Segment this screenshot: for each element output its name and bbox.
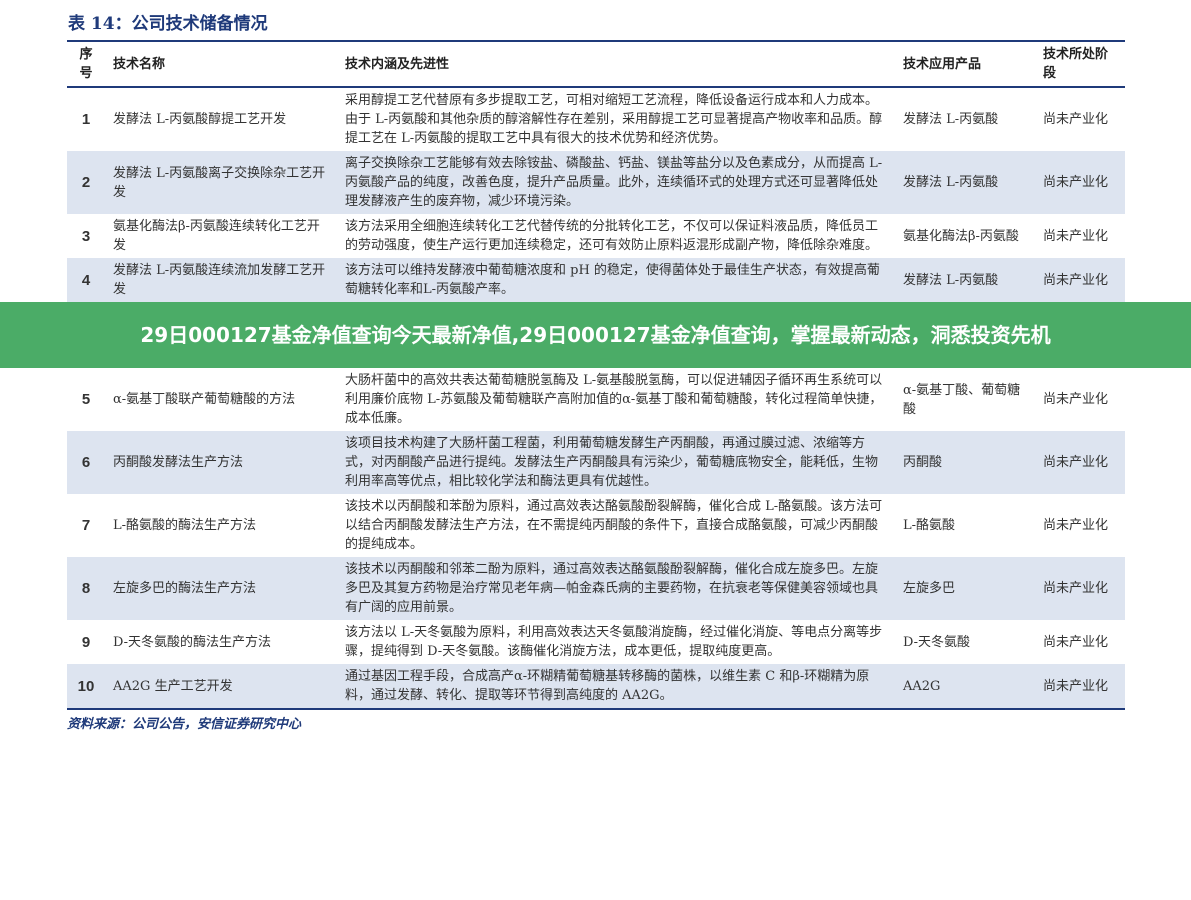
source-note: 资料来源：公司公告，安信证券研究中心 — [67, 717, 302, 732]
header-product: 技术应用产品 — [895, 40, 1035, 88]
tech-description: 该方法采用全细胞连续转化工艺代替传统的分批转化工艺，不仅可以保证料液品质，降低员… — [345, 219, 879, 253]
tech-name: D-天冬氨酸的酶法生产方法 — [113, 634, 272, 650]
tech-stage: 尚未产业化 — [1043, 112, 1109, 127]
tech-stage: 尚未产业化 — [1043, 518, 1109, 533]
tech-stage: 尚未产业化 — [1043, 392, 1109, 407]
tech-stage: 尚未产业化 — [1043, 634, 1109, 650]
tech-description: 该技术以丙酮酸和邻苯二酚为原料，通过高效表达酪氨酸酚裂解酶，催化合成左旋多巴。左… — [337, 557, 895, 620]
table-row: 9 D-天冬氨酸的酶法生产方法 该方法以 L-天冬氨酸为原料，利用高效表达天冬氨酸消… — [67, 620, 1125, 664]
table-wrapper: 序号 技术名称 技术内涵及先进性 技术应用产品 技术所处阶段 1 发酵法 L-丙氨… — [0, 40, 1191, 734]
tech-description: 通过基因工程手段，合成高产α-环糊精葡萄糖基转移酶的菌株，以维生素 C 和β-环… — [337, 664, 895, 710]
tech-name: α-氨基丁酸联产葡萄糖酸的方法 — [113, 392, 296, 407]
tech-product: α-氨基丁酸、葡萄糖酸 — [903, 382, 1021, 417]
table-row: 8 左旋多巴的酶法生产方法 该技术以丙酮酸和邻苯二酚为原料，通过高效表达酪氨酸酚裂解… — [67, 557, 1125, 620]
tech-reserve-table: 序号 技术名称 技术内涵及先进性 技术应用产品 技术所处阶段 1 发酵法 L-丙氨… — [67, 40, 1125, 302]
row-number: 1 — [81, 111, 91, 128]
table-row: 2 发酵法 L-丙氨酸离子交换除杂工艺开发 离子交换除杂工艺能够有效去除铵盐、磷酸盐… — [67, 151, 1125, 214]
row-number: 6 — [67, 431, 105, 494]
header-stage: 技术所处阶段 — [1035, 40, 1125, 88]
tech-name: 氨基化酶法β-丙氨酸连续转化工艺开发 — [113, 219, 320, 253]
row-number: 10 — [67, 664, 105, 710]
tech-name: 发酵法 L-丙氨酸离子交换除杂工艺开发 — [105, 151, 337, 214]
row-number: 4 — [67, 258, 105, 302]
tech-description: 离子交换除杂工艺能够有效去除铵盐、磷酸盐、钙盐、镁盐等盐分以及色素成分，从而提高… — [337, 151, 895, 214]
tech-name: 发酵法 L-丙氨酸连续流加发酵工艺开发 — [105, 258, 337, 302]
tech-product: 发酵法 L-丙氨酸 — [895, 258, 1035, 302]
tech-name: 发酵法 L-丙氨酸醇提工艺开发 — [113, 112, 287, 127]
tech-name: 丙酮酸发酵法生产方法 — [105, 431, 337, 494]
header-name: 技术名称 — [105, 40, 337, 88]
tech-name: L-酪氨酸的酶法生产方法 — [113, 518, 257, 533]
tech-name: 左旋多巴的酶法生产方法 — [105, 557, 337, 620]
table-row: 3 氨基化酶法β-丙氨酸连续转化工艺开发 该方法采用全细胞连续转化工艺代替传统的分批… — [67, 214, 1125, 258]
table-row: 6 丙酮酸发酵法生产方法 该项目技术构建了大肠杆菌工程菌，利用葡萄糖发酵生产丙酮酸，… — [67, 431, 1125, 494]
tech-name: AA2G 生产工艺开发 — [105, 664, 337, 710]
row-number: 8 — [67, 557, 105, 620]
row-number: 7 — [81, 517, 91, 534]
tech-description: 该项目技术构建了大肠杆菌工程菌，利用葡萄糖发酵生产丙酮酸，再通过膜过滤、浓缩等方… — [337, 431, 895, 494]
tech-product: 丙酮酸 — [895, 431, 1035, 494]
tech-description: 采用醇提工艺代替原有多步提取工艺，可相对缩短工艺流程，降低设备运行成本和人力成本… — [345, 93, 883, 146]
tech-stage: 尚未产业化 — [1043, 228, 1109, 244]
table-row: 1 发酵法 L-丙氨酸醇提工艺开发 采用醇提工艺代替原有多步提取工艺，可相对缩短工艺… — [67, 87, 1125, 151]
row-number: 5 — [81, 391, 91, 408]
tech-description: 大肠杆菌中的高效共表达葡萄糖脱氢酶及 L-氨基酸脱氢酶，可以促进辅因子循环再生系… — [345, 373, 883, 426]
table-title: 表 14：公司技术储备情况 — [68, 14, 268, 34]
row-number: 2 — [67, 151, 105, 214]
tech-stage: 尚未产业化 — [1035, 258, 1125, 302]
tech-description: 该方法以 L-天冬氨酸为原料，利用高效表达天冬氨酸消旋酶，经过催化消旋、等电点分… — [345, 625, 883, 659]
tech-product: D-天冬氨酸 — [903, 634, 971, 650]
tech-product: AA2G — [895, 664, 1035, 710]
row-number: 9 — [81, 633, 91, 651]
tech-stage: 尚未产业化 — [1035, 557, 1125, 620]
tech-reserve-table-continued: 5 α-氨基丁酸联产葡萄糖酸的方法 大肠杆菌中的高效共表达葡萄糖脱氢酶及 L-氨基酸… — [67, 368, 1125, 710]
tech-description: 该技术以丙酮酸和苯酚为原料，通过高效表达酪氨酸酚裂解酶，催化合成 L-酪氨酸。该… — [345, 499, 883, 552]
tech-stage: 尚未产业化 — [1035, 431, 1125, 494]
tech-product: 发酵法 L-丙氨酸 — [903, 112, 999, 127]
tech-product: L-酪氨酸 — [903, 518, 956, 533]
tech-product: 发酵法 L-丙氨酸 — [895, 151, 1035, 214]
tech-stage: 尚未产业化 — [1035, 151, 1125, 214]
table-header: 序号 技术名称 技术内涵及先进性 技术应用产品 技术所处阶段 — [67, 40, 1125, 88]
table-row: 5 α-氨基丁酸联产葡萄糖酸的方法 大肠杆菌中的高效共表达葡萄糖脱氢酶及 L-氨基酸… — [67, 368, 1125, 431]
row-number: 3 — [81, 227, 91, 245]
header-num: 序号 — [67, 40, 105, 88]
tech-product: 左旋多巴 — [895, 557, 1035, 620]
tech-stage: 尚未产业化 — [1035, 664, 1125, 710]
tech-description: 该方法可以维持发酵液中葡萄糖浓度和 pH 的稳定，使得菌体处于最佳生产状态，有效… — [337, 258, 895, 302]
headline-banner: 29日000127基金净值查询今天最新净值,29日000127基金净值查询，掌握… — [0, 302, 1191, 368]
table-row: 4 发酵法 L-丙氨酸连续流加发酵工艺开发 该方法可以维持发酵液中葡萄糖浓度和 pH… — [67, 258, 1125, 302]
table-row: 10 AA2G 生产工艺开发 通过基因工程手段，合成高产α-环糊精葡萄糖基转移酶的菌… — [67, 664, 1125, 710]
header-desc: 技术内涵及先进性 — [337, 40, 895, 88]
table-row: 7 L-酪氨酸的酶法生产方法 该技术以丙酮酸和苯酚为原料，通过高效表达酪氨酸酚裂解酶… — [67, 494, 1125, 557]
tech-product: 氨基化酶法β-丙氨酸 — [903, 228, 1019, 244]
